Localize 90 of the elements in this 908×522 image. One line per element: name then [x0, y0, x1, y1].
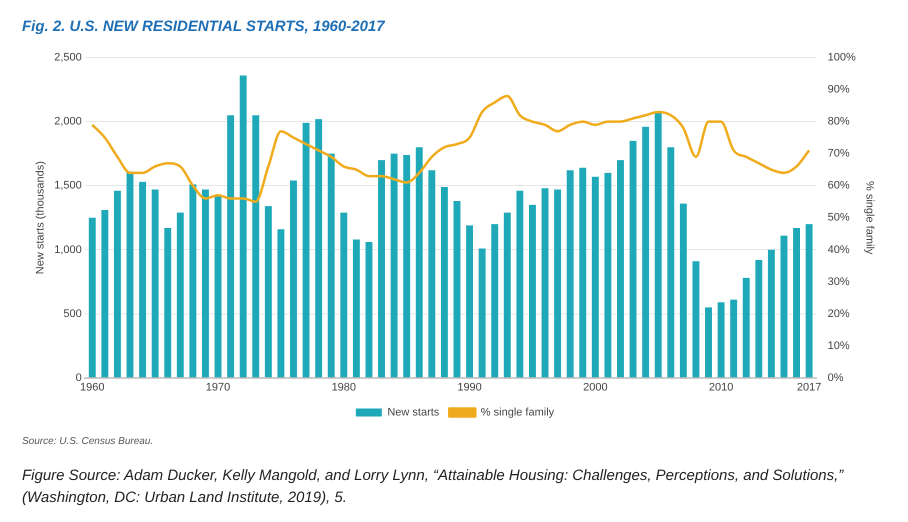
bar — [328, 154, 335, 378]
bar — [365, 242, 372, 378]
source-note: Source: U.S. Census Bureau. — [22, 436, 154, 447]
bar — [139, 182, 146, 378]
y-axis-title: New starts (thousands) — [34, 161, 47, 274]
bar — [592, 176, 599, 378]
y2-tick-label: 80% — [828, 116, 850, 128]
bar — [768, 250, 775, 378]
bar — [240, 76, 247, 378]
bar — [416, 147, 423, 378]
y2-tick-label: 60% — [828, 180, 850, 192]
bar — [126, 172, 134, 378]
bar — [705, 307, 712, 378]
bar — [101, 210, 108, 378]
bar — [504, 212, 511, 378]
bar — [176, 212, 184, 378]
y2-tick-label: 30% — [828, 276, 850, 288]
x-tick-label: 1990 — [457, 381, 482, 394]
bar — [88, 218, 96, 378]
bar — [428, 170, 436, 378]
y2-tick-label: 40% — [828, 244, 850, 256]
bar — [617, 160, 624, 378]
y-tick-label: 500 — [63, 308, 82, 320]
bar — [315, 119, 322, 378]
y2-tick-label: 90% — [828, 84, 850, 96]
x-tick-label: 2010 — [708, 381, 734, 394]
bar — [491, 224, 498, 378]
bar — [566, 170, 574, 378]
bar — [718, 302, 725, 378]
y2-tick-label: 50% — [828, 212, 850, 224]
bar — [780, 236, 788, 378]
bar — [214, 194, 222, 378]
y2-tick-label: 10% — [828, 340, 850, 352]
bar — [352, 239, 360, 378]
bar — [390, 154, 398, 378]
bar — [793, 228, 800, 378]
y-tick-label: 2,000 — [54, 116, 82, 128]
bar — [579, 168, 586, 378]
bar — [642, 126, 650, 378]
chart-title: Fig. 2. U.S. NEW RESIDENTIAL STARTS, 1960-2017 — [22, 18, 385, 35]
bar — [730, 300, 738, 378]
bar — [302, 122, 310, 378]
bar — [252, 115, 260, 378]
bar — [440, 186, 448, 378]
y2-tick-label: 20% — [828, 308, 850, 320]
y-tick-label: 2,500 — [54, 52, 82, 64]
bar — [227, 115, 234, 378]
y2-tick-label: 100% — [828, 52, 856, 64]
bar — [454, 201, 460, 378]
bar — [466, 225, 474, 378]
y2-axis-title: % single family — [863, 181, 876, 255]
bar — [554, 190, 562, 378]
bar — [604, 172, 612, 378]
bar — [114, 190, 121, 378]
y-tick-label: 0 — [76, 372, 82, 384]
bar — [630, 140, 637, 378]
bar — [378, 160, 385, 378]
bar — [290, 180, 297, 378]
bar — [264, 206, 272, 378]
bar — [277, 229, 284, 378]
bar — [189, 184, 196, 378]
bar — [755, 260, 762, 378]
line-series — [91, 94, 810, 203]
bar — [542, 188, 548, 378]
bar — [654, 112, 662, 378]
bar — [403, 154, 410, 378]
bar — [742, 278, 750, 378]
bar — [152, 190, 159, 378]
bar — [164, 228, 172, 378]
x-tick-label: 2017 — [796, 381, 822, 394]
y2-tick-label: 0% — [828, 372, 844, 384]
x-tick-label: 1960 — [80, 381, 105, 394]
bar — [680, 204, 687, 378]
bar — [516, 190, 524, 378]
bar — [692, 261, 700, 378]
x-tick-label: 2000 — [583, 381, 608, 394]
legend-label: New starts — [387, 406, 440, 419]
text: Figure Source: Adam Ducker, Kelly Mangold, and Lorry Lynn, “Attainable Housing: Challenges, Perceptions, and Solutions,” (Washington, DC: Urban Land Institute, 2019), 5. — [22, 466, 845, 508]
y-tick-label: 1,000 — [54, 244, 82, 256]
x-tick-label: 1970 — [206, 381, 230, 394]
bar — [202, 190, 209, 378]
bar — [806, 224, 813, 378]
bar — [667, 147, 674, 378]
bar — [528, 204, 536, 378]
bar — [340, 212, 348, 378]
x-tick-label: 1980 — [332, 381, 356, 394]
y-tick-label: 1,500 — [54, 180, 82, 192]
bar — [478, 248, 486, 378]
legend-label: % single family — [480, 406, 555, 419]
y2-tick-label: 70% — [828, 148, 850, 160]
